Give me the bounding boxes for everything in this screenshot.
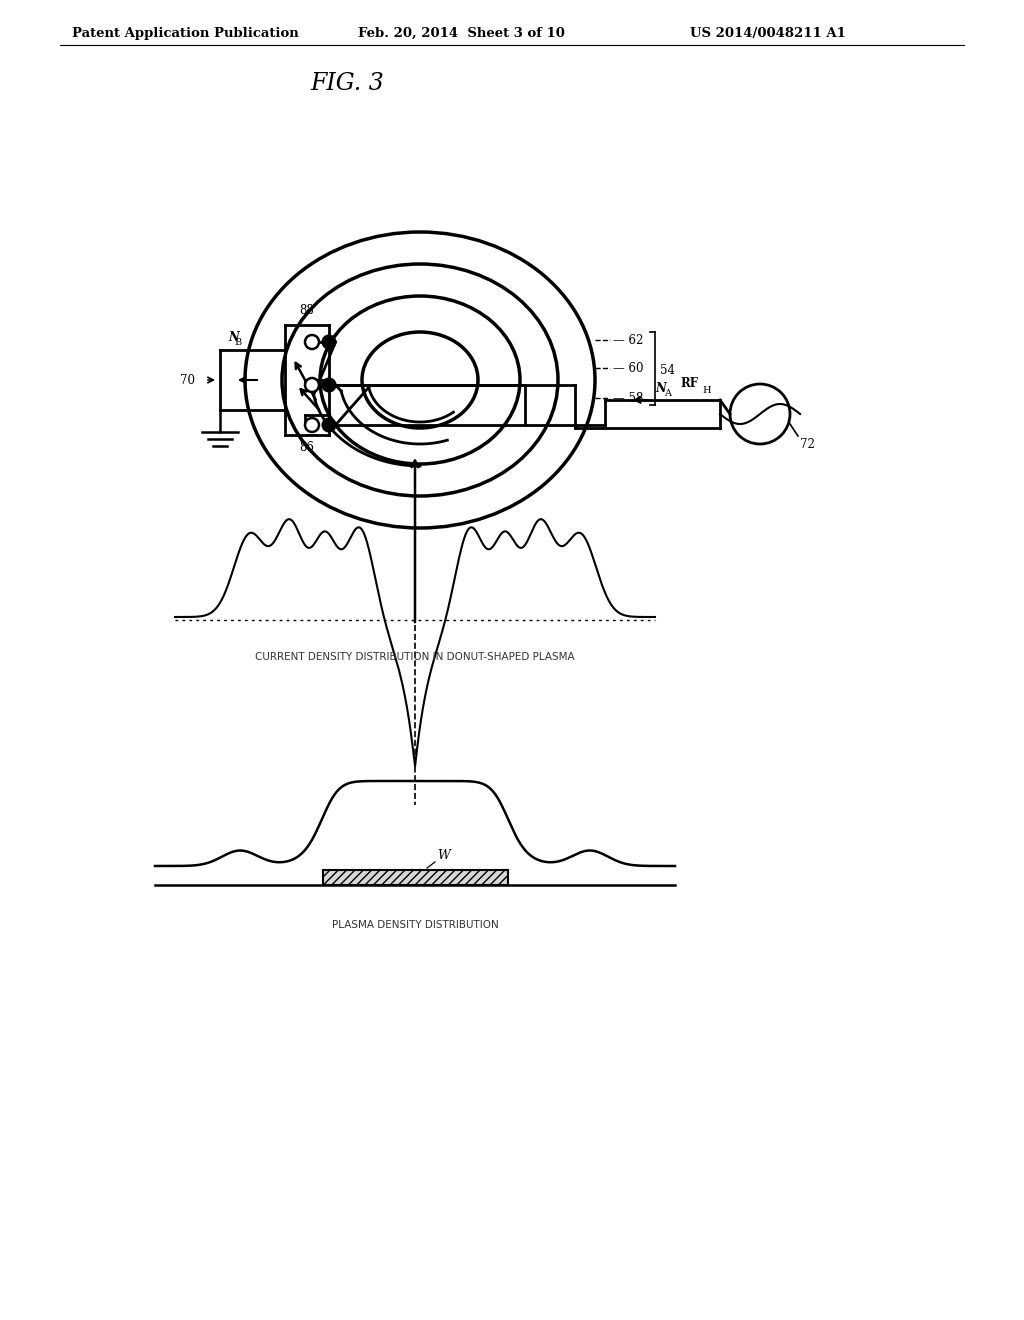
Text: — 62: — 62: [613, 334, 643, 346]
Text: CURRENT DENSITY DISTRIBUTION IN DONUT-SHAPED PLASMA: CURRENT DENSITY DISTRIBUTION IN DONUT-SH…: [255, 652, 574, 663]
Text: RF: RF: [680, 378, 698, 389]
Text: N: N: [228, 331, 239, 345]
Text: 86: 86: [300, 441, 314, 454]
Text: — 58: — 58: [613, 392, 643, 404]
Text: PLASMA DENSITY DISTRIBUTION: PLASMA DENSITY DISTRIBUTION: [332, 920, 499, 931]
Text: W: W: [437, 849, 450, 862]
Circle shape: [323, 418, 336, 432]
Text: — 60: — 60: [613, 362, 643, 375]
Text: 72: 72: [800, 437, 815, 450]
Circle shape: [305, 335, 319, 348]
Circle shape: [305, 418, 319, 432]
Circle shape: [323, 335, 336, 348]
Text: 54: 54: [660, 363, 675, 376]
Text: FIG. 3: FIG. 3: [310, 73, 384, 95]
Text: N: N: [655, 381, 666, 395]
Circle shape: [323, 379, 336, 392]
Text: B: B: [234, 338, 242, 347]
Text: 88: 88: [300, 304, 314, 317]
Text: Patent Application Publication: Patent Application Publication: [72, 26, 299, 40]
Text: Feb. 20, 2014  Sheet 3 of 10: Feb. 20, 2014 Sheet 3 of 10: [358, 26, 565, 40]
Bar: [323, 870, 508, 884]
Circle shape: [305, 378, 319, 392]
Text: US 2014/0048211 A1: US 2014/0048211 A1: [690, 26, 846, 40]
Text: H: H: [702, 385, 711, 395]
Text: 70: 70: [180, 374, 195, 387]
Text: A: A: [664, 389, 671, 399]
